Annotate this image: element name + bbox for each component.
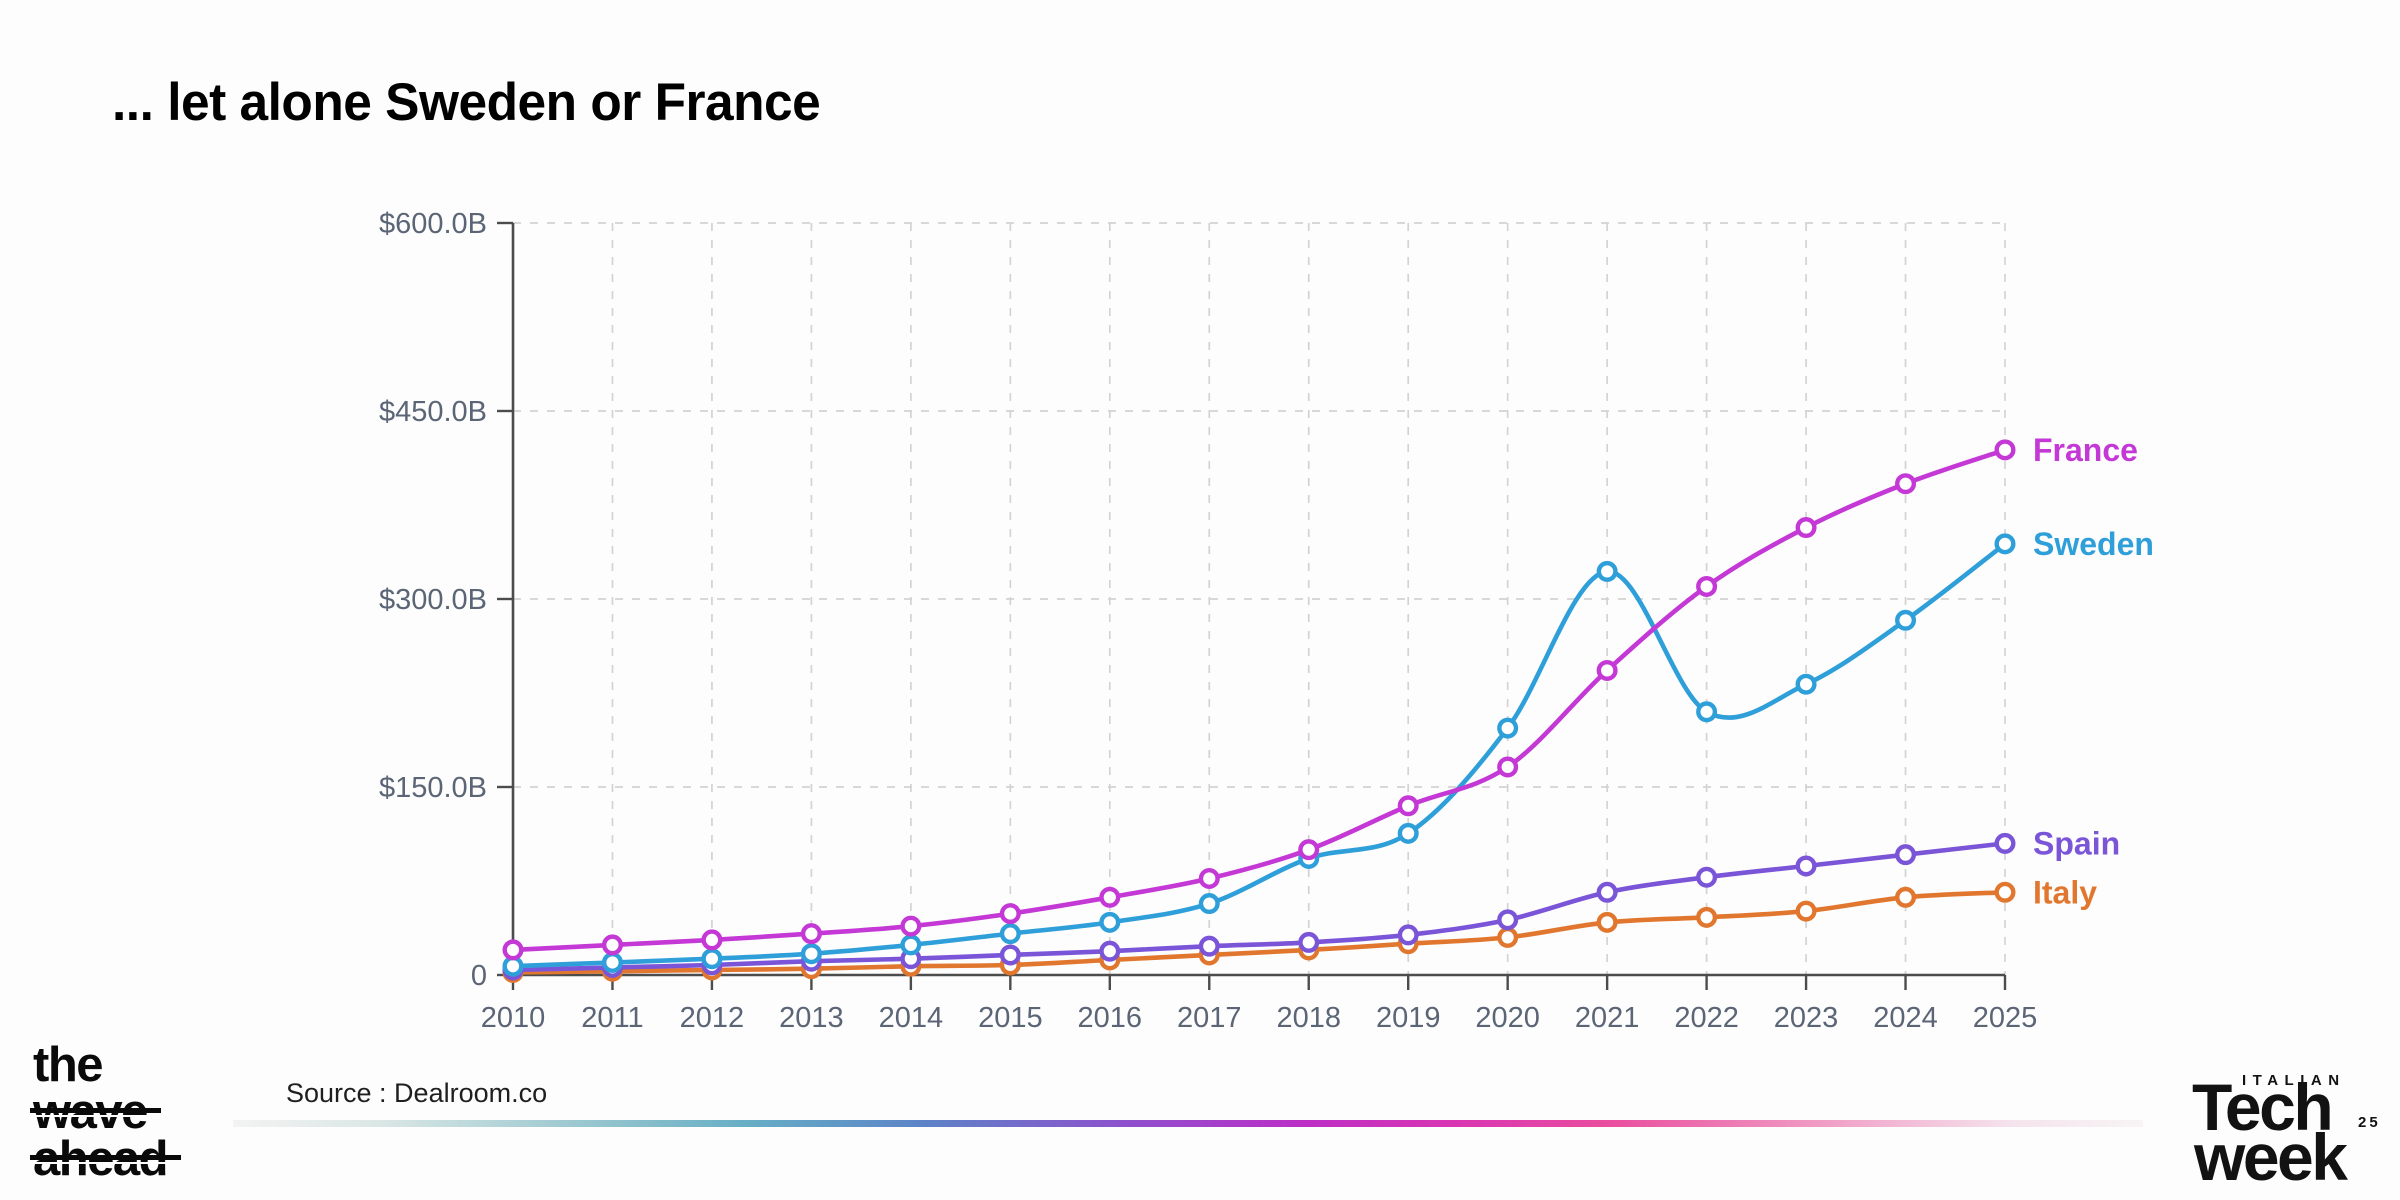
slide-title: ... let alone Sweden or France — [112, 72, 821, 132]
data-point-france-2017 — [1198, 867, 1220, 889]
footer-gradient-bar — [233, 1120, 2143, 1127]
data-point-france-2022 — [1696, 575, 1718, 597]
series-line-spain — [510, 841, 2008, 973]
data-point-spain-2021 — [1596, 881, 1618, 903]
data-point-spain-2015 — [999, 944, 1021, 966]
x-tick-label: 2024 — [1873, 1002, 1938, 1034]
x-tick-label: 2018 — [1276, 1002, 1341, 1034]
y-tick-label: $150.0B — [379, 772, 487, 804]
data-point-france-2021 — [1596, 659, 1618, 681]
data-point-sweden-2022 — [1696, 701, 1718, 723]
data-point-italy-2020 — [1497, 926, 1519, 948]
data-point-france-2014 — [900, 915, 922, 937]
series-label-spain: Spain — [2033, 825, 2120, 861]
data-point-sweden-2020 — [1497, 717, 1519, 739]
data-point-spain-2022 — [1696, 866, 1718, 888]
series-line-sweden — [510, 541, 2008, 969]
data-point-spain-2023 — [1795, 855, 1817, 877]
data-point-sweden-2023 — [1795, 673, 1817, 695]
series-line-italy — [510, 890, 2008, 975]
data-point-sweden-2012 — [701, 948, 723, 970]
italian-tech-week-logo: ITALIAN Tech week 25 — [2192, 1066, 2400, 1198]
data-point-sweden-2025 — [1994, 533, 2016, 555]
x-tick-label: 2011 — [581, 1002, 643, 1034]
data-point-spain-2024 — [1895, 844, 1917, 866]
itw-logo-year: 25 — [2358, 1114, 2381, 1131]
data-point-italy-2024 — [1895, 886, 1917, 908]
source-text: Source : Dealroom.co — [286, 1078, 548, 1108]
data-point-france-2020 — [1497, 756, 1519, 778]
data-point-italy-2021 — [1596, 911, 1618, 933]
data-point-sweden-2014 — [900, 934, 922, 956]
itw-logo-week: week — [2194, 1120, 2348, 1194]
data-point-france-2013 — [800, 923, 822, 945]
data-point-spain-2025 — [1994, 832, 2016, 854]
the-wave-ahead-logo: the wave ahead — [29, 1038, 182, 1186]
data-point-spain-2018 — [1298, 931, 1320, 953]
itw-logo-italian: ITALIAN — [2242, 1072, 2346, 1089]
data-point-france-2024 — [1895, 473, 1917, 495]
x-tick-label: 2015 — [978, 1002, 1043, 1034]
data-point-italy-2022 — [1696, 906, 1718, 928]
data-point-sweden-2024 — [1895, 609, 1917, 631]
x-tick-label: 2020 — [1475, 1002, 1540, 1034]
data-point-sweden-2021 — [1596, 560, 1618, 582]
data-point-spain-2017 — [1198, 935, 1220, 957]
y-tick-label: $300.0B — [379, 584, 487, 616]
x-tick-label: 2010 — [481, 1002, 546, 1034]
data-point-france-2016 — [1099, 886, 1121, 908]
x-tick-label: 2019 — [1376, 1002, 1441, 1034]
x-tick-label: 2025 — [1973, 1002, 2038, 1034]
wave-logo-line-2: wave — [30, 1085, 161, 1139]
series-label-italy: Italy — [2033, 874, 2097, 910]
x-tick-label: 2013 — [779, 1002, 844, 1034]
data-point-sweden-2015 — [999, 923, 1021, 945]
data-point-italy-2023 — [1795, 900, 1817, 922]
data-point-spain-2019 — [1397, 924, 1419, 946]
y-tick-label: $600.0B — [379, 208, 487, 240]
data-point-sweden-2019 — [1397, 822, 1419, 844]
wave-logo-line-3: ahead — [29, 1132, 182, 1186]
x-tick-label: 2021 — [1575, 1002, 1640, 1034]
data-point-sweden-2013 — [800, 943, 822, 965]
data-point-sweden-2017 — [1198, 893, 1220, 915]
x-tick-label: 2017 — [1177, 1002, 1242, 1034]
series-label-sweden: Sweden — [2033, 526, 2154, 562]
series-label-france: France — [2033, 432, 2138, 468]
x-tick-label: 2023 — [1774, 1002, 1839, 1034]
data-point-france-2019 — [1397, 795, 1419, 817]
data-point-france-2010 — [502, 939, 524, 961]
data-point-france-2011 — [601, 934, 623, 956]
data-point-france-2015 — [999, 903, 1021, 925]
itw-logo-tech: Tech — [2192, 1070, 2334, 1144]
data-point-france-2012 — [701, 929, 723, 951]
x-tick-label: 2016 — [1078, 1002, 1143, 1034]
data-point-italy-2025 — [1994, 881, 2016, 903]
data-point-sweden-2011 — [601, 951, 623, 973]
data-point-france-2023 — [1795, 517, 1817, 539]
x-tick-label: 2012 — [680, 1002, 745, 1034]
x-tick-label: 2014 — [879, 1002, 944, 1034]
y-tick-label: $450.0B — [379, 396, 487, 428]
wave-logo-line-1: the — [33, 1038, 104, 1092]
x-tick-label: 2022 — [1674, 1002, 1739, 1034]
data-point-france-2025 — [1994, 439, 2016, 461]
y-tick-label: 0 — [471, 960, 487, 992]
data-point-spain-2016 — [1099, 940, 1121, 962]
series-line-france — [510, 447, 2008, 953]
data-point-spain-2020 — [1497, 909, 1519, 931]
data-point-sweden-2016 — [1099, 911, 1121, 933]
data-point-france-2018 — [1298, 839, 1320, 861]
